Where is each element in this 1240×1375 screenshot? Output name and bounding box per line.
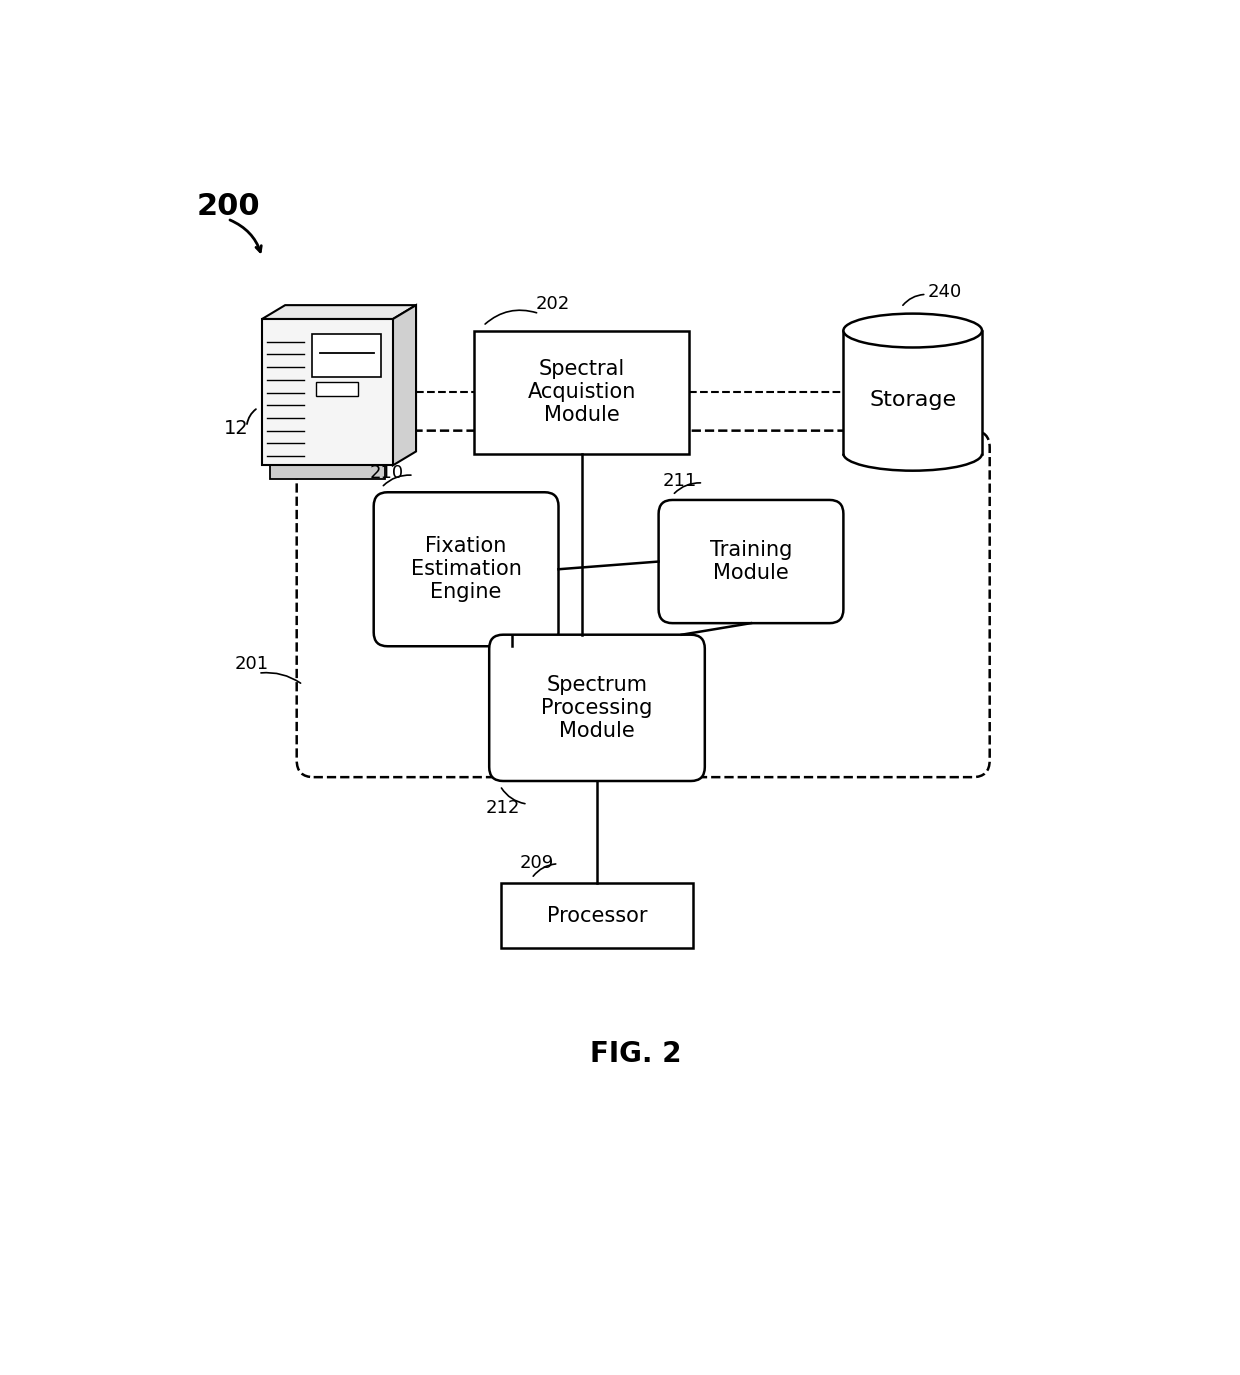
Text: 211: 211 xyxy=(662,472,697,490)
Text: Fixation
Estimation
Engine: Fixation Estimation Engine xyxy=(410,536,522,602)
Polygon shape xyxy=(262,305,417,319)
FancyBboxPatch shape xyxy=(490,635,704,781)
Text: 201: 201 xyxy=(236,656,269,674)
Bar xyxy=(501,883,693,949)
Text: Storage: Storage xyxy=(869,390,956,410)
Text: 240: 240 xyxy=(928,283,962,301)
Text: FIG. 2: FIG. 2 xyxy=(590,1041,681,1068)
Text: 202: 202 xyxy=(536,296,569,314)
Bar xyxy=(262,319,393,465)
Bar xyxy=(312,334,382,377)
Ellipse shape xyxy=(843,314,982,348)
Text: 210: 210 xyxy=(370,465,404,483)
FancyBboxPatch shape xyxy=(373,492,558,646)
Text: Spectrum
Processing
Module: Spectrum Processing Module xyxy=(542,675,652,741)
Polygon shape xyxy=(393,305,417,465)
FancyBboxPatch shape xyxy=(658,500,843,623)
Bar xyxy=(316,382,358,396)
Text: Training
Module: Training Module xyxy=(709,540,792,583)
Text: 200: 200 xyxy=(197,193,260,221)
FancyBboxPatch shape xyxy=(296,430,990,777)
Text: Spectral
Acquistion
Module: Spectral Acquistion Module xyxy=(527,359,636,425)
Text: 209: 209 xyxy=(520,854,554,872)
Bar xyxy=(270,465,386,478)
Text: Processor: Processor xyxy=(547,906,647,925)
Bar xyxy=(474,330,689,454)
Text: 12: 12 xyxy=(223,419,248,439)
Text: 212: 212 xyxy=(485,799,520,817)
Bar xyxy=(843,330,982,454)
